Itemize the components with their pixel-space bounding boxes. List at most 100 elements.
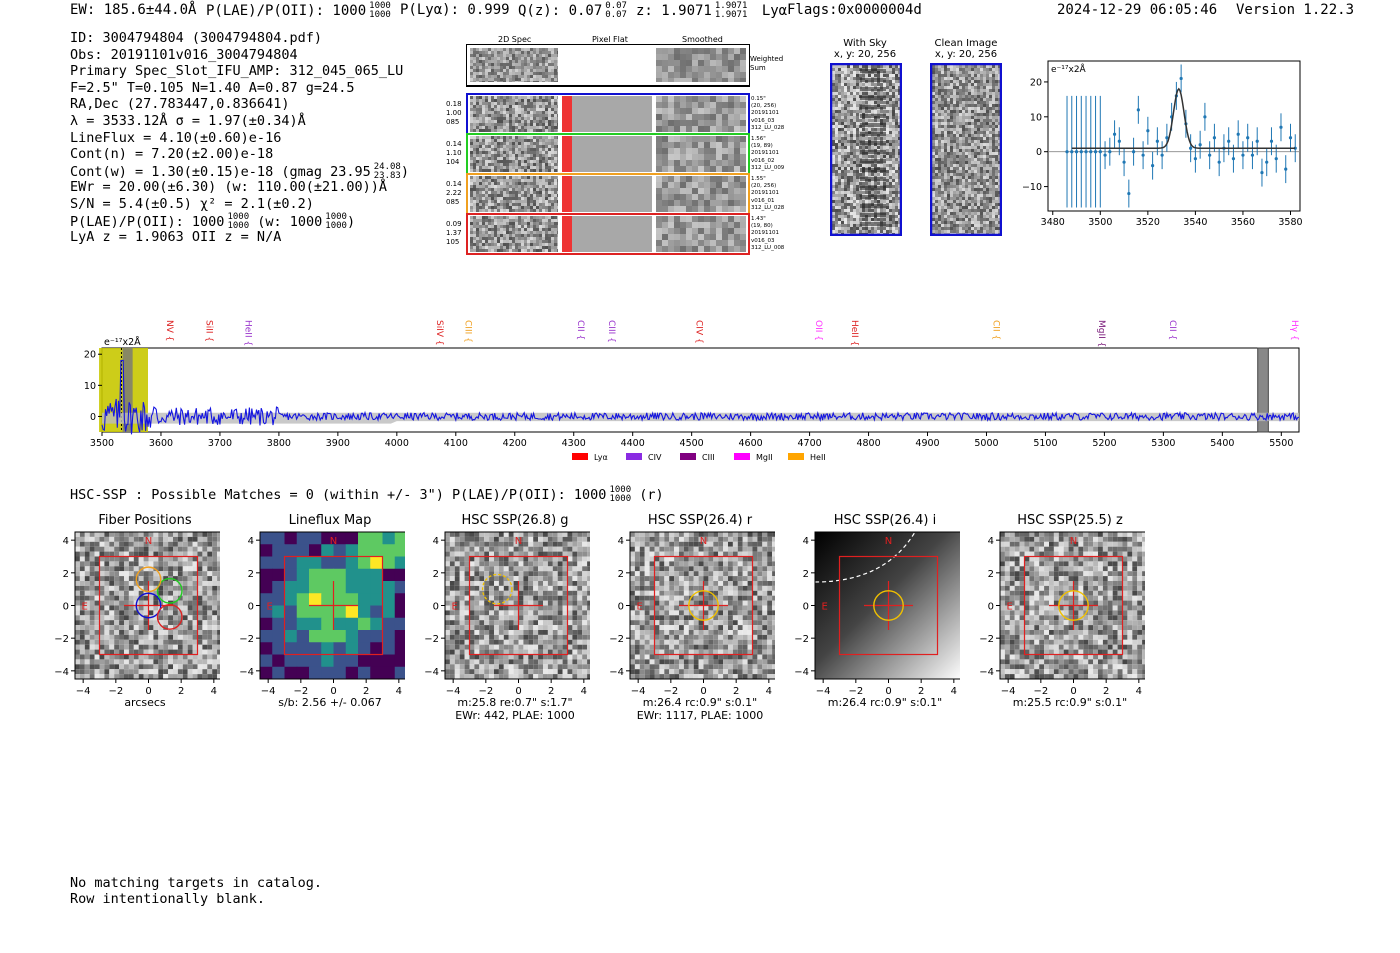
pixel bbox=[515, 234, 518, 237]
pixel bbox=[853, 110, 856, 113]
pixel bbox=[692, 222, 698, 228]
pixel bbox=[953, 167, 956, 170]
pixel bbox=[971, 218, 974, 221]
pixel bbox=[832, 191, 835, 194]
pixel bbox=[503, 240, 506, 243]
pixel bbox=[880, 173, 883, 176]
pixel bbox=[986, 86, 989, 89]
pixel bbox=[977, 194, 980, 197]
pixel bbox=[986, 146, 989, 149]
pixel bbox=[542, 129, 545, 132]
pixel bbox=[892, 137, 895, 140]
pixel bbox=[938, 167, 941, 170]
pixel-flat-bad-column bbox=[562, 96, 572, 132]
pixel bbox=[530, 200, 533, 203]
pixel bbox=[740, 66, 746, 72]
pixel bbox=[856, 179, 859, 182]
pixel bbox=[998, 206, 1000, 209]
info-contw: Cont(w) = 1.30(±0.15)e-18 (gmag 23.95 24.… bbox=[70, 162, 409, 180]
pixel bbox=[506, 160, 509, 163]
pixel bbox=[989, 101, 992, 104]
pixel bbox=[494, 216, 497, 219]
pixel bbox=[557, 139, 558, 142]
pixel bbox=[947, 167, 950, 170]
pixel bbox=[539, 163, 542, 166]
pixel bbox=[482, 151, 485, 154]
pixel bbox=[959, 86, 962, 89]
pixel bbox=[989, 92, 992, 95]
header-version: Version 1.22.3 bbox=[1236, 2, 1355, 18]
pixel bbox=[539, 81, 542, 82]
pixel bbox=[740, 48, 746, 54]
pixel bbox=[548, 72, 551, 75]
pixel bbox=[965, 230, 968, 233]
pixel bbox=[995, 224, 998, 227]
pixel bbox=[488, 216, 491, 219]
pixel bbox=[740, 188, 746, 194]
pixel bbox=[662, 228, 668, 234]
pixel bbox=[956, 95, 959, 98]
pixel bbox=[536, 169, 539, 172]
pixel bbox=[494, 249, 497, 252]
pixel bbox=[938, 134, 941, 137]
pixel bbox=[536, 102, 539, 105]
pixel bbox=[838, 230, 841, 233]
pixel bbox=[662, 176, 668, 182]
pixel bbox=[557, 69, 558, 72]
pixel bbox=[515, 231, 518, 234]
cutout-row-left-value: 2.22 bbox=[446, 189, 462, 197]
pixel bbox=[482, 72, 485, 75]
pixel bbox=[539, 188, 542, 191]
pixel bbox=[938, 224, 941, 227]
pixel bbox=[740, 200, 746, 206]
pixel bbox=[992, 215, 995, 218]
pixel bbox=[986, 119, 989, 122]
pixel bbox=[935, 104, 938, 107]
pixel bbox=[886, 113, 889, 116]
pixel bbox=[838, 140, 841, 143]
pixel bbox=[485, 157, 488, 160]
pixel bbox=[841, 92, 844, 95]
pixel bbox=[548, 136, 551, 139]
pixel bbox=[710, 60, 716, 66]
pixel bbox=[992, 116, 995, 119]
pixel bbox=[539, 203, 542, 206]
pixel bbox=[515, 182, 518, 185]
pixel bbox=[895, 83, 898, 86]
pixel bbox=[536, 151, 539, 154]
pixel bbox=[898, 65, 900, 68]
pixel bbox=[832, 146, 835, 149]
pixel bbox=[877, 200, 880, 203]
pixel bbox=[853, 122, 856, 125]
pixel bbox=[470, 206, 473, 209]
pixel bbox=[524, 96, 527, 99]
pixel bbox=[962, 71, 965, 74]
pixel bbox=[862, 146, 865, 149]
pixel bbox=[518, 136, 521, 139]
pixel bbox=[536, 163, 539, 166]
pixel bbox=[548, 194, 551, 197]
pixel bbox=[512, 136, 515, 139]
pixel bbox=[977, 173, 980, 176]
pixel bbox=[962, 206, 965, 209]
pixel bbox=[856, 116, 859, 119]
pixel bbox=[968, 164, 971, 167]
pixel bbox=[844, 146, 847, 149]
pixel bbox=[497, 63, 500, 66]
pixel bbox=[962, 221, 965, 224]
pixel bbox=[898, 191, 900, 194]
pixel bbox=[953, 149, 956, 152]
pixel bbox=[527, 96, 530, 99]
pixel bbox=[680, 148, 686, 154]
pixel bbox=[859, 92, 862, 95]
pixel bbox=[509, 105, 512, 108]
pixel bbox=[989, 185, 992, 188]
pixel bbox=[476, 206, 479, 209]
pixel bbox=[841, 146, 844, 149]
pixel bbox=[971, 128, 974, 131]
pixel bbox=[479, 123, 482, 126]
pixel bbox=[898, 128, 900, 131]
pixel bbox=[992, 167, 995, 170]
pixel bbox=[859, 218, 862, 221]
cutout-row-right-value: (19, 89) bbox=[751, 143, 773, 150]
